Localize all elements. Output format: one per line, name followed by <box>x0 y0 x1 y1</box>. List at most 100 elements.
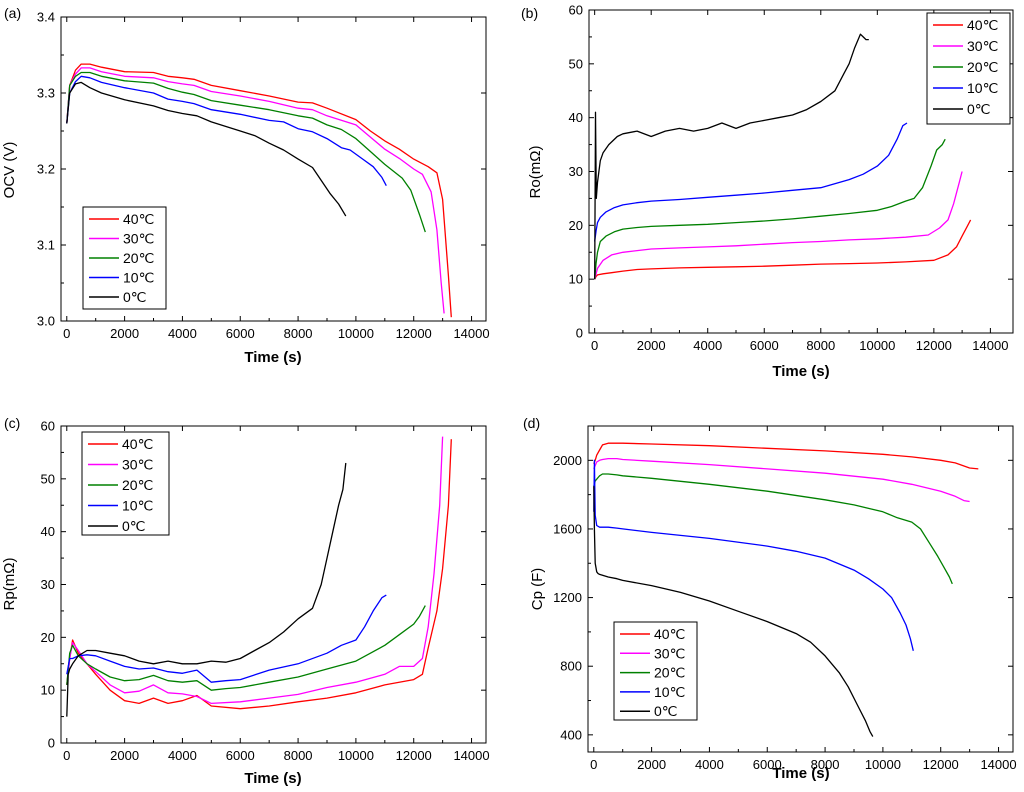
legend-label-1: 40℃ <box>122 436 153 452</box>
x-tick-label: 6000 <box>750 338 779 353</box>
legend: 40℃ 30℃ 20℃ 10℃ 0℃ <box>81 431 170 536</box>
y-tick-label: 400 <box>560 727 582 742</box>
legend-label-4: 10℃ <box>654 684 685 700</box>
x-tick-label: 2000 <box>637 338 666 353</box>
y-tick-label: 3.1 <box>37 238 55 253</box>
chart-panel-4: (d) 0 2000 4000 6000 8000 10000 12000 14000 400 80… <box>523 415 1017 782</box>
x-tick-label: 14000 <box>972 338 1008 353</box>
x-tick-label: 12000 <box>396 748 432 763</box>
panel-label: (b) <box>521 5 538 21</box>
series-line-3 <box>66 605 426 691</box>
legend-label-1: 40℃ <box>654 626 685 642</box>
y-tick-label: 40 <box>41 524 55 539</box>
legend-label-3: 20℃ <box>123 250 154 266</box>
y-tick-label: 3.0 <box>37 314 55 329</box>
legend-label-5: 0℃ <box>654 703 678 719</box>
legend-label-5: 0℃ <box>122 518 146 534</box>
y-tick-label: 20 <box>569 218 583 233</box>
x-tick-label: 12000 <box>916 338 952 353</box>
series-line-2 <box>594 171 963 280</box>
y-tick-label: 30 <box>41 577 55 592</box>
x-tick-label: 4000 <box>695 757 724 772</box>
x-tick-label: 10000 <box>859 338 895 353</box>
y-tick-label: 3.2 <box>37 162 55 177</box>
y-tick-label: 1600 <box>553 521 582 536</box>
x-tick-label: 0 <box>590 757 597 772</box>
x-tick-label: 4000 <box>168 748 197 763</box>
y-tick-label: 50 <box>569 56 583 71</box>
legend-label-2: 30℃ <box>654 645 685 661</box>
y-tick-label: 10 <box>41 683 55 698</box>
series-line-3 <box>66 71 426 233</box>
x-tick-label: 8000 <box>806 338 835 353</box>
legend-label-5: 0℃ <box>123 289 147 305</box>
x-tick-label: 14000 <box>453 748 489 763</box>
x-tick-label: 10000 <box>338 326 374 341</box>
y-tick-label: 10 <box>569 272 583 287</box>
y-axis-title: Ro(mΩ) <box>527 146 544 199</box>
x-tick-label: 2000 <box>110 748 139 763</box>
x-tick-label: 8000 <box>811 757 840 772</box>
chart-panel-2: (b) 0 2000 4000 6000 8000 10000 12000 14000 0 10 20… <box>521 3 1014 380</box>
chart-panel-1: (a) 0 2000 4000 6000 8000 10000 12000 14000 3.0 3.… <box>1 5 490 366</box>
legend-label-3: 20℃ <box>967 59 998 75</box>
x-axis-title: Time (s) <box>244 349 301 366</box>
series-line-2 <box>66 436 444 705</box>
legend: 40℃ 30℃ 20℃ 10℃ 0℃ <box>926 12 1011 125</box>
y-tick-label: 50 <box>41 471 55 486</box>
y-tick-label: 0 <box>576 326 583 341</box>
series-line-5 <box>66 81 347 217</box>
x-axis-title: Time (s) <box>772 363 829 380</box>
series-line-2 <box>593 457 970 503</box>
series-line-4 <box>593 459 914 651</box>
panel-label: (a) <box>4 5 21 21</box>
y-tick-label: 0 <box>48 736 55 751</box>
series-line-3 <box>593 473 953 585</box>
panel-label: (d) <box>523 415 540 431</box>
legend-label-3: 20℃ <box>122 477 153 493</box>
x-tick-label: 14000 <box>980 757 1016 772</box>
y-tick-label: 60 <box>41 419 55 434</box>
x-tick-label: 6000 <box>753 757 782 772</box>
x-tick-label: 10000 <box>338 748 374 763</box>
legend: 40℃ 30℃ 20℃ 10℃ 0℃ <box>82 206 167 310</box>
x-tick-label: 14000 <box>453 326 489 341</box>
x-tick-label: 8000 <box>284 326 313 341</box>
plot-frame <box>587 425 1014 753</box>
y-tick-label: 3.3 <box>37 86 55 101</box>
x-tick-label: 8000 <box>284 748 313 763</box>
y-axis-title: Cp (F) <box>529 568 546 611</box>
legend-box <box>81 431 170 536</box>
legend-label-5: 0℃ <box>967 101 991 117</box>
y-tick-label: 2000 <box>553 453 582 468</box>
series-line-4 <box>594 122 908 242</box>
x-tick-label: 6000 <box>226 748 255 763</box>
x-tick-label: 12000 <box>923 757 959 772</box>
series-line-1 <box>66 63 452 318</box>
y-tick-label: 1200 <box>553 590 582 605</box>
x-axis-title: Time (s) <box>244 770 301 787</box>
series-line-5 <box>66 462 347 717</box>
x-tick-label: 0 <box>63 326 70 341</box>
legend: 40℃ 30℃ 20℃ 10℃ 0℃ <box>613 621 698 721</box>
y-tick-label: 60 <box>569 3 583 18</box>
series-line-1 <box>594 219 972 280</box>
x-tick-label: 4000 <box>168 326 197 341</box>
x-tick-label: 2000 <box>110 326 139 341</box>
legend-label-2: 30℃ <box>123 231 154 247</box>
x-tick-label: 6000 <box>226 326 255 341</box>
legend-box <box>926 12 1011 125</box>
x-axis-title: Time (s) <box>772 765 829 782</box>
x-tick-label: 12000 <box>396 326 432 341</box>
series-line-3 <box>594 138 946 280</box>
y-tick-label: 30 <box>569 164 583 179</box>
legend-label-1: 40℃ <box>123 211 154 227</box>
x-tick-label: 0 <box>63 748 70 763</box>
y-axis-title: Rp(mΩ) <box>1 558 18 611</box>
legend-box <box>613 621 698 721</box>
series-line-5 <box>594 33 869 280</box>
y-axis-title: OCV (V) <box>1 142 18 199</box>
x-tick-label: 10000 <box>865 757 901 772</box>
series-line-4 <box>66 594 387 683</box>
legend-label-3: 20℃ <box>654 665 685 681</box>
